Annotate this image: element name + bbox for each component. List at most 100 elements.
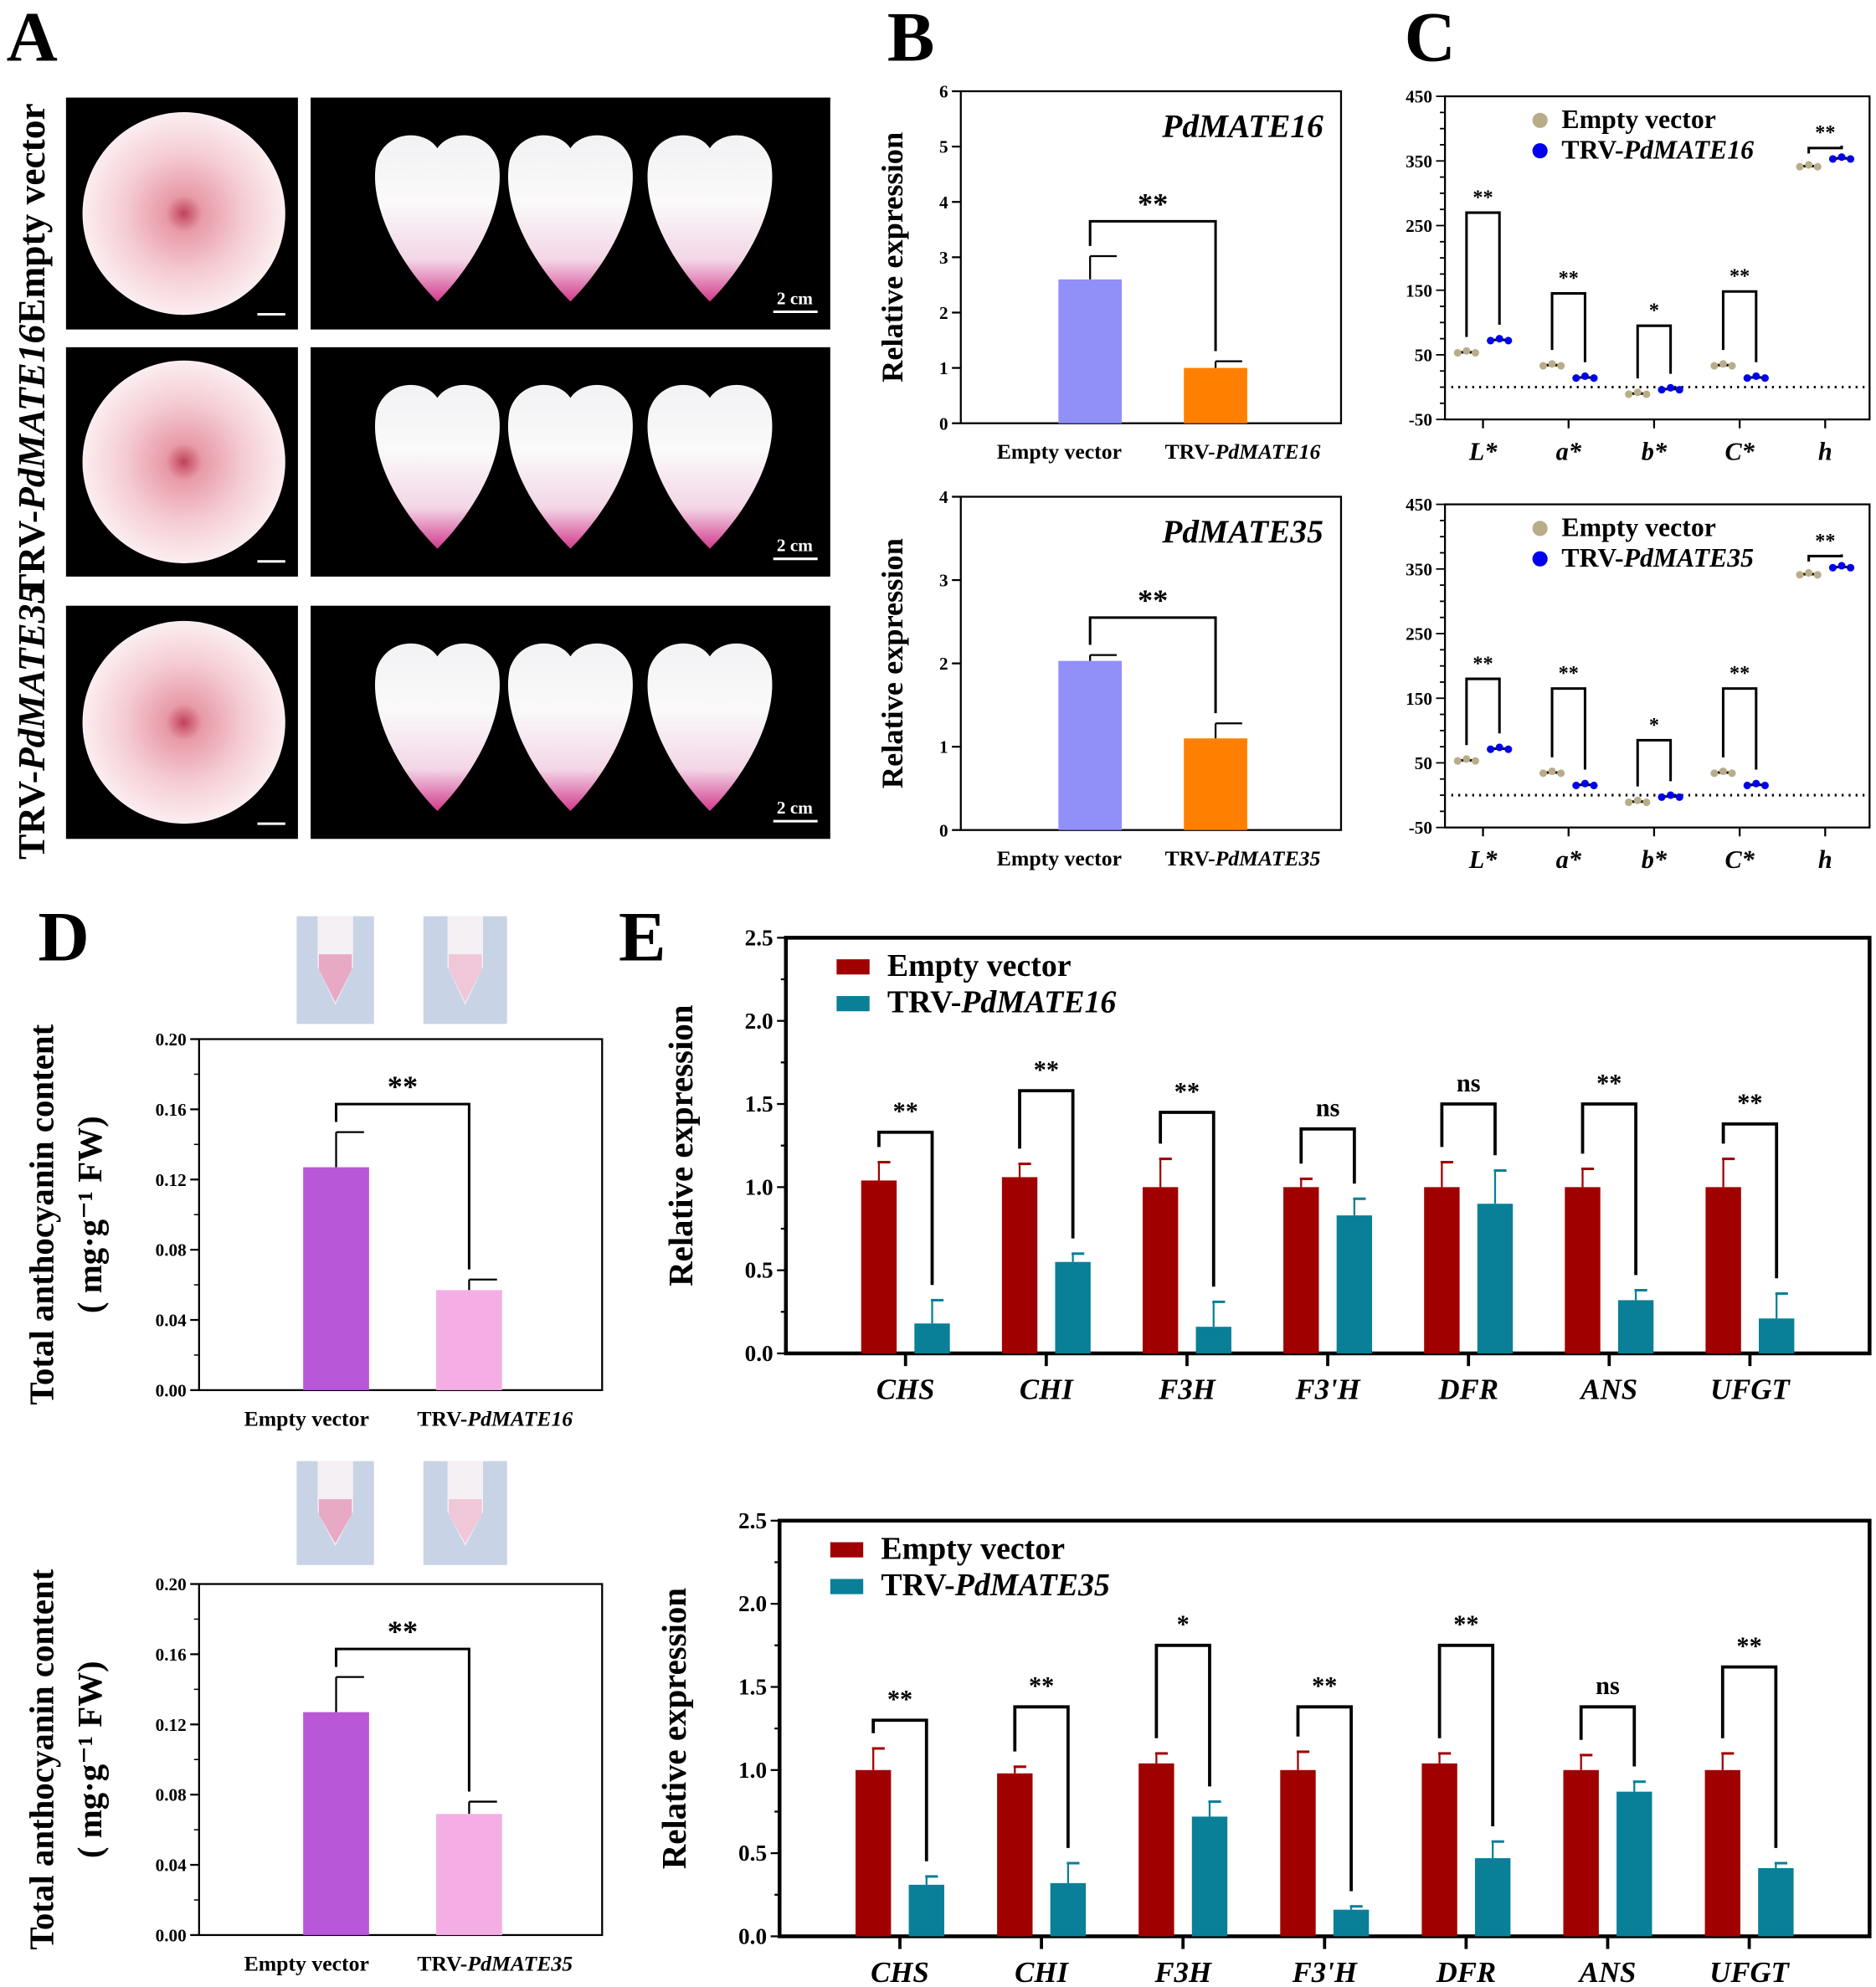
category-label: h bbox=[1818, 438, 1832, 466]
gene-name: PdMATE35 bbox=[954, 1568, 1110, 1603]
significance-bracket bbox=[1465, 677, 1501, 746]
significance-label: ns bbox=[1457, 1069, 1481, 1097]
label-prefix: TRV- bbox=[11, 771, 53, 860]
tube-photo bbox=[296, 916, 374, 1024]
bar bbox=[1050, 1882, 1087, 1937]
bar bbox=[1474, 1858, 1511, 1937]
photo-row: TRV-PdMATE16 2 cm bbox=[11, 325, 830, 599]
panel-c-pdmate35-color-chart: -50 50 150 250 350 450 L* ** a* ** b* * C* ** h ** Empty… bbox=[1406, 495, 1871, 874]
data-point bbox=[1796, 162, 1804, 171]
y-tick-label: 4 bbox=[939, 487, 948, 507]
data-point bbox=[1710, 362, 1719, 370]
category-label: a* bbox=[1556, 438, 1582, 466]
category-label: UFGT bbox=[1709, 1956, 1791, 1987]
data-point bbox=[1495, 743, 1503, 752]
significance-label: ** bbox=[1473, 186, 1493, 208]
y-tick-label: 0 bbox=[939, 413, 948, 434]
y-tick-label: 4 bbox=[939, 193, 948, 213]
chart-title: PdMATE35 bbox=[1161, 513, 1323, 550]
bar bbox=[303, 1712, 369, 1935]
tube-liquid bbox=[318, 1499, 352, 1544]
significance-label: ** bbox=[1730, 265, 1750, 288]
bar bbox=[1616, 1791, 1652, 1937]
legend-swatch bbox=[836, 959, 870, 975]
bar bbox=[908, 1884, 944, 1937]
significance-bracket bbox=[1013, 1705, 1070, 1848]
data-point bbox=[1675, 793, 1683, 801]
data-point bbox=[1462, 347, 1471, 355]
significance-label: ** bbox=[1815, 121, 1835, 144]
data-point bbox=[1487, 336, 1495, 345]
significance-label: ** bbox=[887, 1685, 912, 1713]
category-label: CHS bbox=[871, 1956, 929, 1987]
significance-bracket bbox=[1299, 1127, 1356, 1184]
petals-photo: 2 cm bbox=[311, 605, 830, 839]
panel-e-pdmate35-gene-expression-chart: 0.0 0.5 1.0 1.5 2.0 2.5 Relative expression CHS… bbox=[655, 1508, 1872, 1987]
significance-bracket bbox=[1440, 1102, 1497, 1156]
label-prefix: TRV- bbox=[1165, 439, 1216, 464]
data-point bbox=[1760, 374, 1769, 383]
y-tick-label: 2.0 bbox=[738, 1591, 767, 1616]
category-label: Empty vector bbox=[997, 846, 1122, 870]
data-point bbox=[1548, 767, 1556, 776]
data-point bbox=[1487, 745, 1495, 753]
y-tick-label: 0.00 bbox=[156, 1380, 187, 1400]
significance-bracket bbox=[871, 1718, 928, 1861]
data-point bbox=[1580, 372, 1589, 380]
y-tick-label: 50 bbox=[1415, 753, 1432, 773]
y-tick-label: 1 bbox=[939, 358, 948, 378]
significance-bracket bbox=[1437, 1643, 1495, 1827]
data-point bbox=[1658, 793, 1666, 801]
y-tick-label: 0.12 bbox=[156, 1715, 187, 1735]
category-label: a* bbox=[1556, 845, 1582, 874]
bar bbox=[914, 1323, 950, 1353]
category-label: F3H bbox=[1158, 1373, 1216, 1405]
label-prefix: TRV- bbox=[11, 511, 53, 599]
category-label: F3'H bbox=[1294, 1373, 1360, 1405]
bar bbox=[1759, 1318, 1795, 1353]
data-point bbox=[1642, 390, 1651, 398]
data-point bbox=[1471, 349, 1479, 357]
data-point bbox=[1828, 155, 1837, 163]
photo-row: TRV-PdMATE35 2 cm bbox=[11, 585, 830, 860]
flower bbox=[82, 111, 285, 316]
flower bbox=[82, 620, 285, 824]
bar bbox=[1184, 738, 1247, 830]
label-prefix: TRV- bbox=[1561, 543, 1623, 572]
category-label: C* bbox=[1724, 438, 1755, 466]
bar bbox=[1565, 1187, 1601, 1353]
y-axis-unit: ( mg·g⁻¹ FW) bbox=[71, 1661, 109, 1858]
data-point bbox=[1743, 781, 1751, 789]
y-tick-label: 3 bbox=[939, 571, 948, 591]
y-tick-label: -50 bbox=[1409, 410, 1432, 430]
panel-label: A bbox=[7, 0, 58, 77]
significance-label: * bbox=[1177, 1610, 1190, 1639]
category-label: b* bbox=[1642, 438, 1668, 466]
category-label: DFR bbox=[1436, 1956, 1497, 1987]
significance-bracket bbox=[1807, 146, 1843, 154]
y-tick-label: 0.0 bbox=[738, 1924, 767, 1949]
bar bbox=[1336, 1215, 1373, 1353]
significance-label: ** bbox=[1596, 1069, 1622, 1097]
y-axis-label: Total anthocyanin content bbox=[23, 1569, 61, 1949]
significance-bracket bbox=[335, 1102, 470, 1270]
data-point bbox=[1805, 568, 1813, 578]
bar bbox=[1421, 1763, 1457, 1937]
data-point bbox=[1752, 779, 1760, 788]
data-point bbox=[1719, 360, 1727, 368]
scale-bar-label: 2 cm bbox=[777, 536, 813, 556]
petal bbox=[647, 643, 773, 811]
category-label: DFR bbox=[1437, 1373, 1498, 1405]
data-point bbox=[1642, 798, 1651, 807]
significance-bracket bbox=[335, 1647, 470, 1792]
significance-bracket bbox=[1088, 616, 1217, 714]
petal bbox=[374, 384, 500, 549]
bar bbox=[1195, 1327, 1231, 1353]
bar bbox=[1142, 1187, 1179, 1353]
data-point bbox=[1847, 155, 1855, 163]
y-tick-label: 350 bbox=[1406, 559, 1432, 579]
bar bbox=[1191, 1816, 1228, 1937]
significance-label: ** bbox=[1559, 662, 1579, 685]
gene-name: PdMATE16 bbox=[1623, 135, 1755, 164]
data-point bbox=[1633, 796, 1642, 804]
